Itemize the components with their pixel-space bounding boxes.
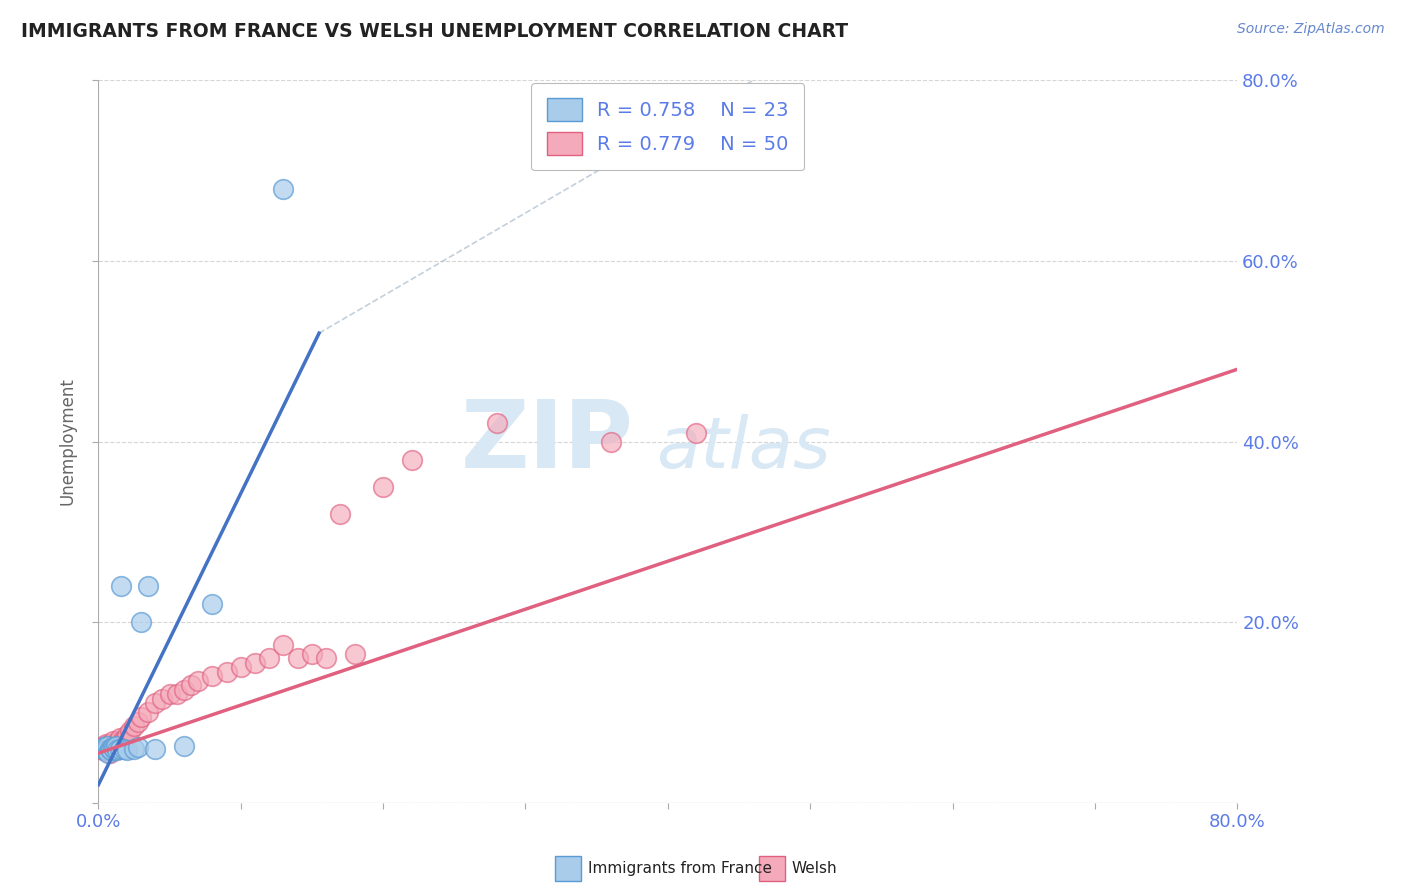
Point [104, 739, 127, 753]
Point [136, 706, 159, 720]
Point [145, 741, 167, 756]
Point [145, 697, 167, 711]
Point [115, 728, 138, 742]
Y-axis label: Unemployment: Unemployment [59, 377, 77, 506]
Point [94, 741, 117, 756]
Point [201, 669, 224, 683]
Point [129, 615, 152, 630]
Point [91, 741, 114, 756]
Point [100, 743, 122, 757]
Point [215, 665, 238, 679]
Point [122, 719, 145, 733]
Point [273, 638, 295, 652]
Point [173, 682, 195, 697]
Text: ZIP: ZIP [461, 395, 634, 488]
Point [152, 692, 174, 706]
Point [101, 739, 124, 754]
Point [401, 452, 423, 467]
Point [486, 417, 509, 431]
Text: atlas: atlas [657, 414, 831, 483]
Point [103, 741, 125, 756]
Legend: R = 0.758    N = 23, R = 0.779    N = 50: R = 0.758 N = 23, R = 0.779 N = 50 [531, 83, 804, 170]
Point [229, 660, 252, 674]
Point [112, 741, 135, 756]
Point [180, 678, 202, 692]
Point [96, 743, 118, 757]
Text: IMMIGRANTS FROM FRANCE VS WELSH UNEMPLOYMENT CORRELATION CHART: IMMIGRANTS FROM FRANCE VS WELSH UNEMPLOY… [21, 22, 848, 41]
Point [115, 743, 138, 757]
Point [343, 647, 366, 661]
Point [101, 734, 124, 748]
Point [118, 723, 141, 738]
Point [111, 732, 134, 747]
Point [97, 741, 120, 756]
Point [97, 746, 120, 760]
Point [105, 741, 128, 756]
Point [98, 737, 121, 751]
Point [301, 647, 323, 661]
Point [166, 687, 188, 701]
Point [94, 737, 117, 751]
Point [112, 734, 135, 748]
Point [127, 714, 149, 729]
Point [104, 737, 127, 751]
Point [122, 741, 145, 756]
Point [90, 741, 112, 756]
Point [201, 597, 224, 611]
Point [110, 737, 132, 751]
Point [127, 739, 149, 754]
Point [93, 739, 115, 753]
Point [600, 434, 623, 449]
Point [173, 739, 195, 753]
Point [108, 741, 131, 756]
Text: Welsh: Welsh [792, 862, 837, 876]
Point [273, 182, 295, 196]
Point [110, 579, 132, 593]
Point [101, 739, 124, 754]
Point [373, 480, 395, 494]
Point [287, 651, 309, 665]
Point [315, 651, 337, 665]
Point [103, 741, 125, 756]
Point [685, 425, 707, 440]
Point [91, 743, 114, 757]
Point [136, 579, 159, 593]
Point [159, 687, 181, 701]
Point [107, 734, 129, 748]
Text: Immigrants from France: Immigrants from France [588, 862, 772, 876]
Point [93, 739, 115, 754]
Point [96, 739, 118, 754]
Point [100, 743, 122, 757]
Point [98, 746, 121, 760]
Point [243, 656, 266, 670]
Point [108, 731, 131, 745]
Point [187, 673, 209, 688]
Point [96, 739, 118, 753]
Text: Source: ZipAtlas.com: Source: ZipAtlas.com [1237, 22, 1385, 37]
Point [98, 741, 121, 756]
Point [94, 743, 117, 757]
Point [105, 743, 128, 757]
Point [329, 507, 352, 521]
Point [129, 710, 152, 724]
Point [259, 651, 281, 665]
